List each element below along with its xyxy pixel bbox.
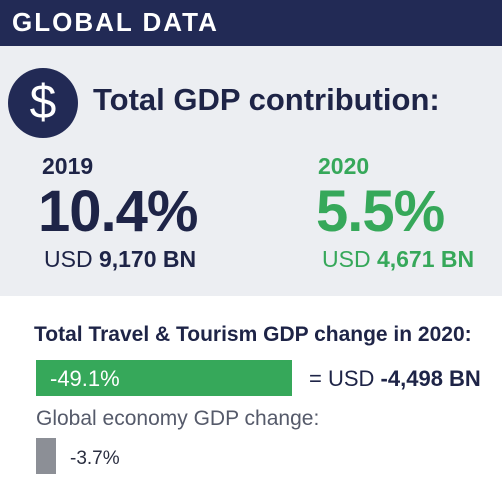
percent-2020: 5.5% <box>316 179 445 244</box>
travel-usd-value: -4,498 BN <box>380 366 481 391</box>
travel-tourism-title: Total Travel & Tourism GDP change in 202… <box>34 323 472 346</box>
usd-2019-value: 9,170 BN <box>98 246 197 272</box>
travel-change-bar: -49.1% <box>36 360 292 396</box>
global-change-label: -3.7% <box>70 448 120 469</box>
page-title: GLOBAL DATA <box>12 7 219 37</box>
usd-2020-value: 4,671 BN <box>376 246 475 272</box>
usd-2019-prefix: USD <box>44 246 93 272</box>
usd-2020-prefix: USD <box>322 246 371 272</box>
global-change-bar <box>36 438 56 474</box>
travel-usd-change: = USD -4,498 BN <box>309 366 481 392</box>
usd-2020: USD 4,671 BN <box>322 246 474 273</box>
travel-change-label: -49.1% <box>50 366 120 391</box>
header-bar: GLOBAL DATA <box>0 0 502 46</box>
global-economy-title: Global economy GDP change: <box>36 407 320 430</box>
travel-usd-prefix: = USD <box>309 366 375 391</box>
percent-2019: 10.4% <box>38 179 198 244</box>
year-2020-label: 2020 <box>318 153 370 179</box>
dollar-icon: $ <box>8 68 78 138</box>
year-2019-label: 2019 <box>42 153 94 179</box>
gdp-contribution-panel <box>0 46 502 296</box>
total-gdp-title: Total GDP contribution: <box>93 82 440 117</box>
usd-2019: USD 9,170 BN <box>44 246 196 273</box>
travel-change-bar-fill <box>36 360 292 396</box>
